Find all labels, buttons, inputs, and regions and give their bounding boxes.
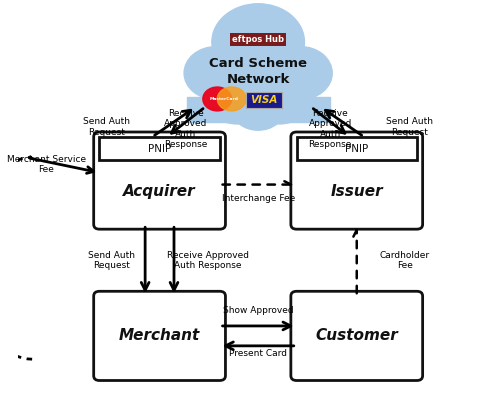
Text: PNIP: PNIP (345, 144, 368, 154)
Ellipse shape (184, 47, 248, 99)
FancyBboxPatch shape (291, 291, 422, 381)
Text: Send Auth
Request: Send Auth Request (83, 117, 130, 136)
Text: MasterCard: MasterCard (210, 97, 239, 101)
FancyBboxPatch shape (296, 137, 417, 160)
Text: Merchant Service
Fee: Merchant Service Fee (7, 155, 86, 174)
Bar (186, 97, 330, 122)
Ellipse shape (212, 4, 304, 81)
Text: Present Card: Present Card (229, 349, 287, 358)
Text: Acquirer: Acquirer (124, 184, 196, 199)
Text: Send Auth
Request: Send Auth Request (88, 251, 135, 270)
Text: Issuer: Issuer (330, 184, 383, 199)
Ellipse shape (268, 47, 332, 99)
Text: Receive
Approved
Auth
Response: Receive Approved Auth Response (308, 109, 352, 149)
Text: Card Scheme
Network: Card Scheme Network (209, 57, 307, 85)
Text: Customer: Customer (316, 328, 398, 343)
Text: Interchange Fee: Interchange Fee (222, 194, 295, 203)
FancyBboxPatch shape (94, 132, 226, 229)
Text: Send Auth
Request: Send Auth Request (386, 117, 433, 136)
Text: PNIP: PNIP (148, 144, 171, 154)
FancyBboxPatch shape (94, 291, 226, 381)
Text: Cardholder
Fee: Cardholder Fee (380, 251, 430, 270)
Text: Receive
Approved
Auth
Response: Receive Approved Auth Response (164, 109, 208, 149)
Circle shape (203, 87, 232, 111)
FancyBboxPatch shape (291, 132, 422, 229)
Ellipse shape (205, 71, 269, 124)
Text: Receive Approved
Auth Response: Receive Approved Auth Response (166, 251, 248, 270)
Text: VISA: VISA (250, 95, 278, 105)
FancyBboxPatch shape (246, 92, 282, 108)
Ellipse shape (231, 85, 285, 130)
Text: Show Approved: Show Approved (223, 306, 294, 314)
Circle shape (218, 87, 246, 111)
Text: Merchant: Merchant (119, 328, 200, 343)
Text: eftpos Hub: eftpos Hub (232, 35, 284, 44)
Ellipse shape (247, 71, 311, 124)
FancyBboxPatch shape (100, 137, 220, 160)
